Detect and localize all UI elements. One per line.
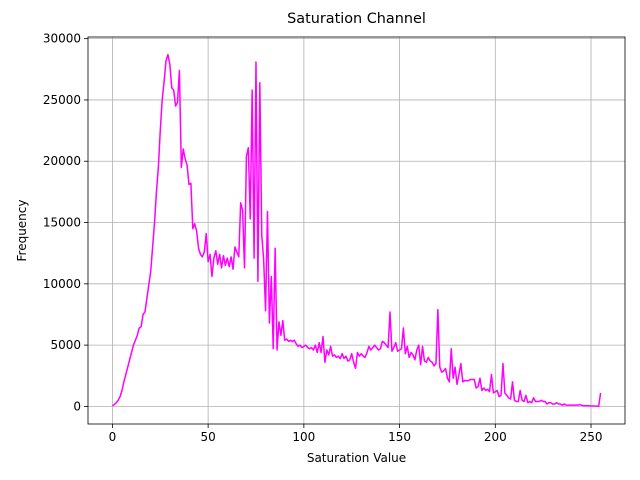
axes-frame: [87, 36, 626, 425]
data-line: [112, 53, 602, 408]
x-tick-label: 150: [388, 430, 411, 444]
y-tick-label: 0: [73, 399, 81, 413]
y-tick-label: 10000: [43, 277, 81, 291]
y-tick-label: 20000: [43, 154, 81, 168]
x-tick-label: 50: [200, 430, 215, 444]
y-axis-label: Frequency: [15, 200, 29, 262]
x-tick-label: 100: [292, 430, 315, 444]
y-tick-label: 15000: [43, 216, 81, 230]
y-tick-label: 30000: [43, 32, 81, 46]
x-axis-label: Saturation Value: [307, 451, 406, 465]
chart-title: Saturation Channel: [287, 11, 426, 27]
x-tick-label: 250: [580, 430, 603, 444]
x-tick-label: 200: [484, 430, 507, 444]
y-tick-label: 5000: [50, 338, 81, 352]
x-tick-label: 0: [109, 430, 117, 444]
y-tick-label: 25000: [43, 93, 81, 107]
